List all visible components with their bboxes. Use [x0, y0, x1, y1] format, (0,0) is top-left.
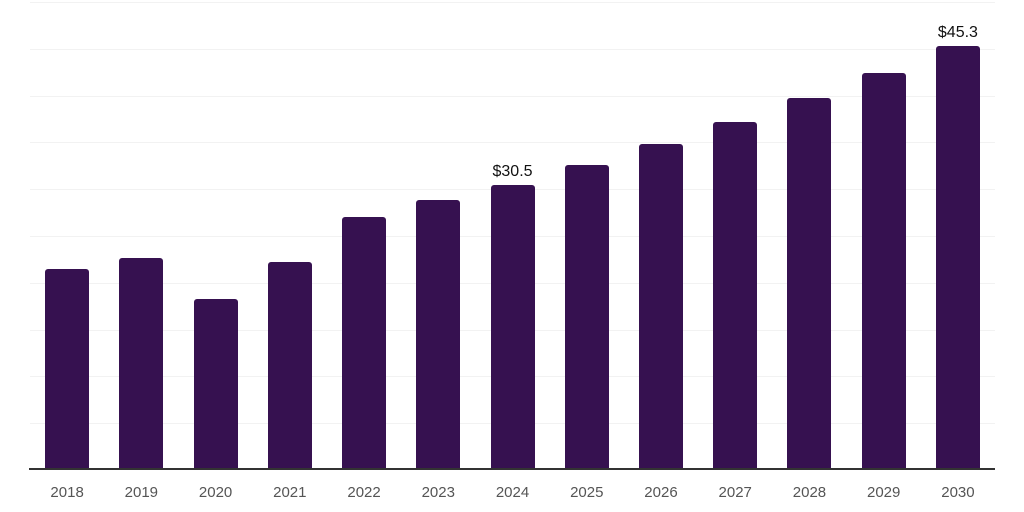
bar-column-2018 [30, 0, 104, 470]
x-tick-2022: 2022 [347, 484, 381, 501]
bar-column-2030: $45.3 [921, 0, 995, 470]
x-tick-2027: 2027 [718, 484, 752, 501]
bar-2024[interactable]: $30.5 [490, 163, 535, 470]
bar-2020[interactable] [193, 298, 238, 470]
data-label-2024: $30.5 [492, 162, 533, 180]
x-tick-2023: 2023 [421, 484, 455, 501]
data-label-2030: $45.3 [937, 24, 978, 41]
bar-column-2027 [698, 0, 772, 470]
bar-2023[interactable] [416, 200, 461, 470]
x-tick-2021: 2021 [273, 484, 307, 501]
bar-2022[interactable] [342, 217, 387, 470]
bar-column-2028 [772, 0, 846, 470]
bar-2021[interactable] [267, 262, 312, 470]
x-tick-2018: 2018 [50, 484, 84, 501]
x-tick-2025: 2025 [570, 484, 604, 501]
bars-container: $30.5 $45.3 [30, 0, 995, 470]
bar-2026[interactable] [638, 144, 683, 470]
x-tick-2029: 2029 [867, 484, 901, 501]
bar-2027[interactable] [713, 121, 758, 470]
gridline-35 [30, 142, 995, 144]
bar-column-2026 [624, 0, 698, 470]
bar-column-2022 [327, 0, 401, 470]
gridline-45 [30, 48, 995, 50]
x-tick-2019: 2019 [124, 484, 159, 501]
x-axis-line [29, 468, 995, 470]
x-tick-2020: 2020 [198, 484, 233, 501]
bar-column-2019 [104, 0, 178, 470]
bar-column-2029 [847, 0, 921, 470]
x-tick-2030: 2030 [941, 484, 975, 501]
bar-2025[interactable] [564, 164, 609, 470]
bar-column-2025 [550, 0, 624, 470]
gridline-40 [30, 95, 995, 97]
bar-2028[interactable] [787, 98, 832, 470]
bar-2018[interactable] [45, 268, 90, 470]
bar-2029[interactable] [861, 73, 906, 470]
bar-column-2021 [253, 0, 327, 470]
x-tick-2024: 2024 [495, 484, 530, 501]
x-axis-tick-labels: 2018 2019 2020 2021 2022 2023 2024 2025 2026 2027… [30, 470, 995, 501]
bar-column-2024: $30.5 [475, 0, 549, 470]
bar-2030[interactable]: $45.3 [935, 25, 980, 470]
x-tick-2026: 2026 [644, 484, 678, 501]
bar-2019[interactable] [119, 257, 164, 470]
bar-column-2020 [178, 0, 252, 470]
gridline-50 [30, 2, 995, 3]
plot-area: $30.5 $45.3 [29, 0, 995, 470]
x-tick-2028: 2028 [792, 484, 827, 501]
bar-column-2023 [401, 0, 475, 470]
